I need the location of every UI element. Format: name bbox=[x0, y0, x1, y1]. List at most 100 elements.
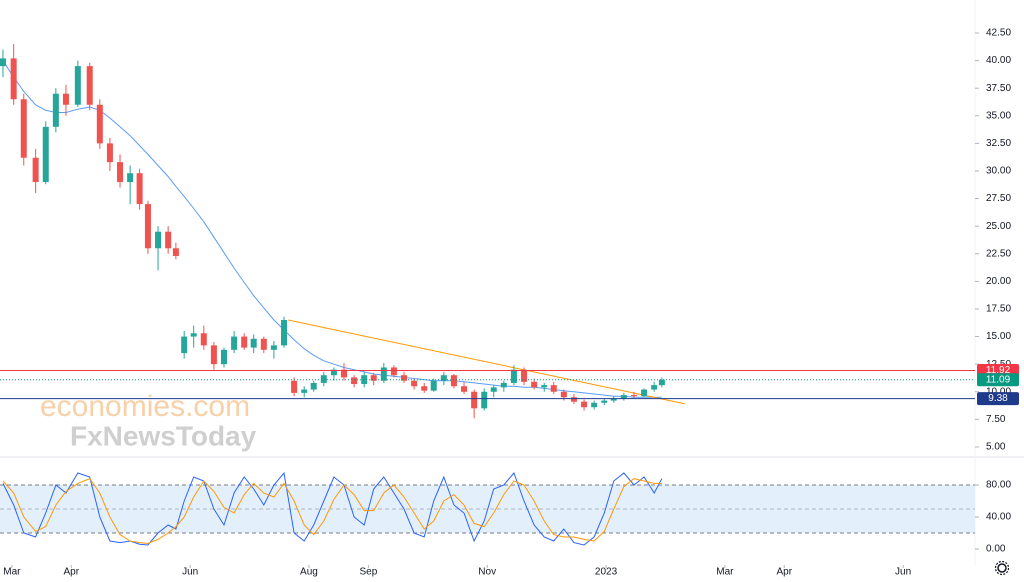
x-tick-label: 2023 bbox=[595, 567, 618, 578]
watermark: economies.com bbox=[40, 390, 250, 423]
candle-body bbox=[106, 143, 113, 163]
candle-body bbox=[658, 379, 665, 386]
x-tick-label: Nov bbox=[478, 567, 496, 578]
y-tick-label: 5.00 bbox=[986, 442, 1006, 453]
candle-body bbox=[601, 400, 608, 403]
candle-body bbox=[630, 395, 637, 397]
candle-body bbox=[172, 248, 179, 256]
y-tick-label: 40.00 bbox=[986, 55, 1011, 66]
y-tick-label: 42.50 bbox=[986, 28, 1011, 39]
y-tick-label: 40.00 bbox=[986, 512, 1011, 523]
candle-body bbox=[450, 375, 457, 387]
y-tick-label: 15.00 bbox=[986, 331, 1011, 342]
candle-body bbox=[260, 338, 267, 350]
price-label-box bbox=[977, 373, 1019, 387]
candle-body bbox=[42, 126, 49, 183]
candle-body bbox=[370, 375, 377, 381]
x-tick-label: Aug bbox=[300, 567, 318, 578]
candle-body bbox=[330, 369, 337, 376]
candle-body bbox=[74, 66, 81, 105]
price-label-box bbox=[977, 392, 1019, 406]
y-tick-label: 37.50 bbox=[986, 83, 1011, 94]
candle-body bbox=[200, 333, 207, 346]
candle-body bbox=[541, 385, 548, 388]
y-tick-label: 20.00 bbox=[986, 276, 1011, 287]
candle-body bbox=[430, 380, 437, 391]
candle-body bbox=[270, 345, 277, 350]
price-label: 11.09 bbox=[986, 374, 1011, 385]
price-label: 11.92 bbox=[986, 365, 1011, 376]
candle-body bbox=[117, 162, 124, 183]
x-tick-label: Mar bbox=[3, 567, 21, 578]
price-label: 9.38 bbox=[988, 393, 1008, 404]
y-tick-label: 25.00 bbox=[986, 221, 1011, 232]
y-tick-label: 7.50 bbox=[986, 414, 1006, 425]
candle-body bbox=[440, 375, 447, 381]
stochastic-line bbox=[2, 471, 663, 546]
candle-body bbox=[320, 375, 327, 383]
candle-body bbox=[620, 395, 627, 399]
candle-body bbox=[52, 93, 59, 127]
candle-body bbox=[291, 380, 298, 393]
candle-body bbox=[231, 336, 238, 350]
y-tick-label: 80.00 bbox=[986, 480, 1011, 491]
candle-body bbox=[421, 386, 428, 391]
candle-body bbox=[86, 66, 93, 105]
candle-body bbox=[510, 369, 517, 383]
candle-body bbox=[281, 320, 288, 346]
candle-body bbox=[380, 367, 387, 381]
x-tick-label: Jun bbox=[895, 567, 911, 578]
candle-body bbox=[210, 345, 217, 365]
candle-body bbox=[610, 398, 617, 401]
candle-body bbox=[361, 375, 368, 385]
candle-body bbox=[220, 349, 227, 365]
candle-body bbox=[181, 336, 188, 354]
candle-body bbox=[155, 231, 162, 249]
candle-body bbox=[390, 367, 397, 376]
y-tick-label: 32.50 bbox=[986, 138, 1011, 149]
candle-body bbox=[461, 386, 468, 392]
candle-body bbox=[136, 173, 143, 205]
stochastic-line bbox=[2, 477, 662, 544]
y-tick-label: 30.00 bbox=[986, 166, 1011, 177]
settings-icon[interactable] bbox=[994, 560, 1010, 576]
candle-body bbox=[570, 397, 577, 402]
x-tick-label: Apr bbox=[64, 567, 80, 578]
candle-body bbox=[250, 338, 257, 348]
candle-body bbox=[550, 385, 557, 392]
candle-body bbox=[165, 231, 172, 249]
y-tick-label: 17.50 bbox=[986, 304, 1011, 315]
y-tick-label: 22.50 bbox=[986, 248, 1011, 259]
candle-body bbox=[190, 333, 197, 337]
candle-body bbox=[641, 389, 648, 397]
x-tick-label: Sep bbox=[359, 567, 377, 578]
watermark: FxNewsToday bbox=[70, 420, 257, 451]
candle-body bbox=[581, 401, 588, 408]
candle-body bbox=[351, 377, 358, 385]
candle-body bbox=[127, 173, 134, 183]
candle-body bbox=[96, 104, 103, 144]
x-tick-label: Apr bbox=[776, 567, 792, 578]
candle-body bbox=[651, 385, 658, 390]
candle-body bbox=[144, 204, 151, 249]
y-tick-label: 10.00 bbox=[986, 386, 1011, 397]
candle-body bbox=[401, 375, 408, 381]
candle-body bbox=[10, 58, 17, 100]
candle-body bbox=[481, 391, 488, 409]
y-tick-label: 27.50 bbox=[986, 193, 1011, 204]
candle-body bbox=[591, 402, 598, 408]
candle-body bbox=[531, 381, 538, 388]
candle-body bbox=[20, 99, 27, 158]
x-tick-label: Jun bbox=[182, 567, 198, 578]
candle-body bbox=[241, 336, 248, 348]
candle-body bbox=[341, 369, 348, 378]
trendline bbox=[288, 319, 686, 405]
candle-body bbox=[490, 387, 497, 392]
y-tick-label: 0.00 bbox=[986, 544, 1006, 555]
candle-body bbox=[62, 93, 69, 105]
candle-body bbox=[521, 369, 528, 382]
x-tick-label: Mar bbox=[716, 567, 734, 578]
candle-body bbox=[411, 380, 418, 387]
candle-body bbox=[471, 391, 478, 409]
